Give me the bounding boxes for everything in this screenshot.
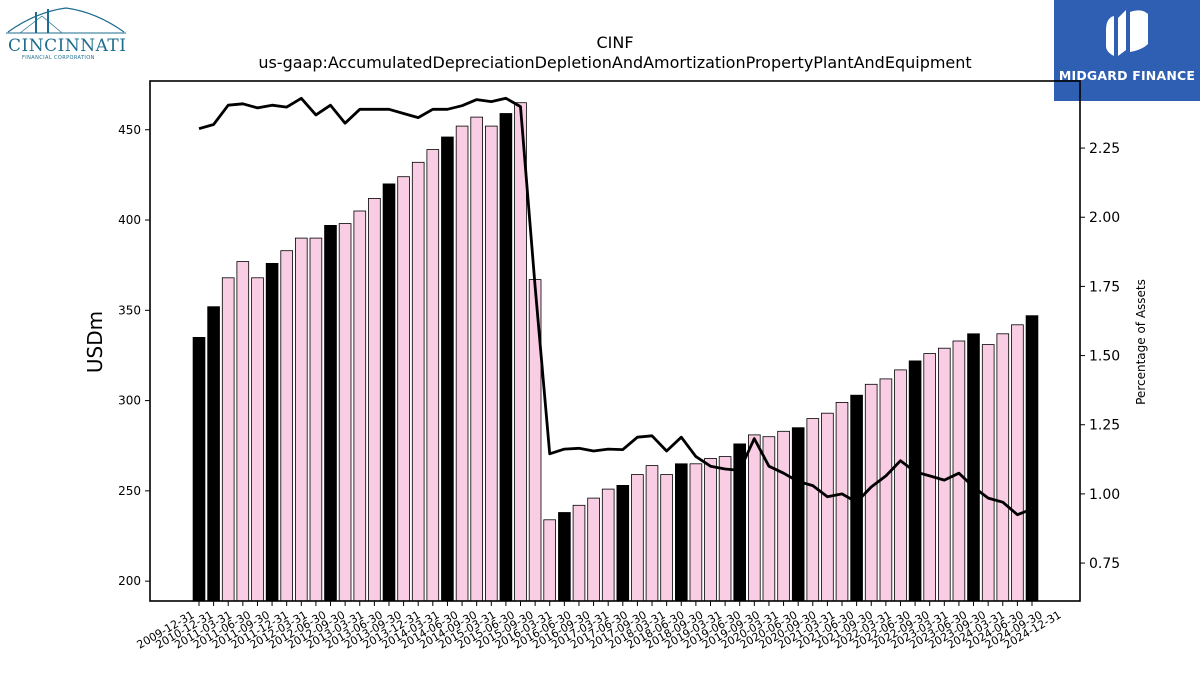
- bar: [704, 457, 717, 602]
- bar: [572, 504, 586, 602]
- percentage-line: [198, 96, 1033, 517]
- y-tick-label: 300: [118, 394, 141, 408]
- logo-left-name: CINCINNATI: [8, 36, 127, 56]
- bar: [368, 197, 381, 602]
- bar: [689, 463, 703, 602]
- y2-tick-label: 2.00: [1089, 210, 1120, 226]
- y-axis-left: 200 250 300 350 400 450: [118, 123, 150, 588]
- bar: [996, 333, 1010, 602]
- bar: [967, 333, 980, 602]
- midgard-finance-logo: MIDGARD FINANCE: [1054, 0, 1200, 101]
- y2-tick-label: 1.00: [1089, 487, 1120, 503]
- bar: [236, 261, 250, 602]
- bar: [338, 223, 352, 602]
- bar: [894, 369, 907, 602]
- bar: [791, 427, 805, 602]
- plot-frame: [149, 80, 1081, 602]
- logo-right-name: MIDGARD FINANCE: [1058, 68, 1196, 83]
- bar: [938, 347, 951, 602]
- bar: [587, 497, 600, 602]
- y2-tick-label: 0.75: [1089, 556, 1120, 572]
- y-tick-label: 450: [118, 123, 141, 137]
- bar: [411, 161, 425, 602]
- bar: [675, 463, 688, 602]
- bar: [601, 488, 615, 602]
- bar: [207, 306, 220, 602]
- y-axis-right: 0.75 1.00 1.25 1.50 1.75 2.00 2.25: [1080, 141, 1120, 572]
- bar: [908, 360, 922, 602]
- bar: [631, 474, 644, 602]
- y-tick-label: 250: [118, 484, 141, 498]
- bar: [821, 412, 834, 602]
- bar: [221, 277, 235, 602]
- y2-tick-label: 2.25: [1089, 141, 1120, 157]
- bar: [294, 237, 308, 602]
- logo-left-subtitle: FINANCIAL CORPORATION: [22, 55, 95, 61]
- y2-tick-label: 1.75: [1089, 279, 1120, 295]
- bar: [806, 418, 820, 602]
- bar: [251, 277, 264, 602]
- bar: [1011, 324, 1024, 602]
- bar: [952, 340, 966, 602]
- bar: [879, 378, 893, 602]
- y2-tick-label: 1.50: [1089, 349, 1120, 365]
- x-axis: 2009-12-312010-12-312011-03-312011-06-30…: [135, 601, 1064, 652]
- bar: [718, 456, 732, 602]
- bar: [324, 224, 337, 602]
- bar: [499, 113, 513, 602]
- bar: [645, 465, 659, 602]
- bar: [397, 176, 410, 602]
- bar-series: [192, 102, 1039, 602]
- bar: [470, 116, 483, 602]
- chart-title: CINF: [596, 33, 633, 52]
- bar: [455, 125, 469, 602]
- bar: [616, 484, 630, 602]
- y-tick-label: 400: [118, 213, 141, 227]
- bar: [981, 344, 995, 602]
- bar: [426, 149, 440, 602]
- bar: [309, 237, 323, 602]
- bar: [660, 474, 673, 602]
- y2-axis-label: Percentage of Assets: [1134, 279, 1148, 405]
- midgard-mark-icon: [1106, 10, 1148, 56]
- bar: [777, 430, 790, 602]
- y-axis-label: USDm: [83, 311, 107, 373]
- bar: [558, 512, 571, 602]
- y-tick-label: 350: [118, 303, 141, 317]
- bar: [484, 125, 498, 602]
- bar: [748, 434, 761, 602]
- bar: [835, 401, 849, 602]
- bar: [353, 210, 367, 602]
- bar: [382, 183, 396, 602]
- y-tick-label: 200: [118, 574, 141, 588]
- cincinnati-financial-logo: CINCINNATI FINANCIAL CORPORATION: [6, 6, 127, 61]
- y2-tick-label: 1.25: [1089, 418, 1120, 434]
- bar: [543, 519, 556, 602]
- bar: [265, 262, 279, 602]
- bar: [441, 136, 454, 602]
- bar: [514, 102, 527, 602]
- bar: [1025, 315, 1039, 602]
- chart-subtitle: us-gaap:AccumulatedDepreciationDepletion…: [258, 53, 971, 72]
- bridge-icon: [6, 7, 126, 34]
- bar: [192, 336, 206, 602]
- bar: [280, 250, 293, 602]
